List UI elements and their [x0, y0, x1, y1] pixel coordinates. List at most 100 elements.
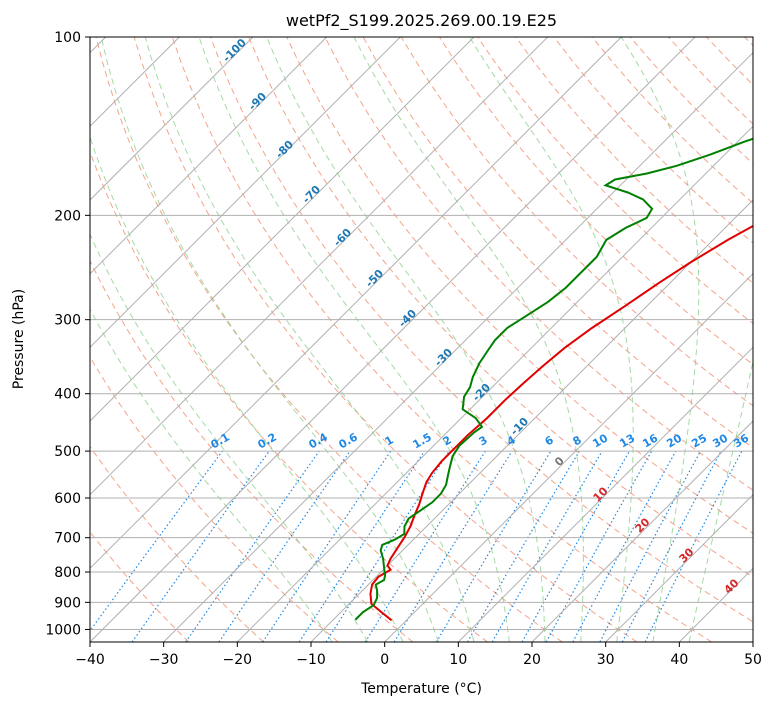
y-tick-label: 700 — [54, 531, 81, 547]
x-tick-label: 10 — [449, 652, 467, 668]
dry-adiabat-label: -70 — [300, 183, 323, 206]
dry-adiabat-label: -40 — [396, 307, 419, 330]
isotherm — [90, 37, 328, 275]
isotherm — [90, 37, 475, 422]
dry-adiabat — [210, 37, 753, 623]
x-tick-label: 0 — [380, 652, 389, 668]
mixing-ratio-line — [572, 450, 677, 642]
x-tick-label: 40 — [670, 652, 688, 668]
y-axis-label: Pressure (hPa) — [11, 289, 27, 389]
dry-adiabat — [324, 37, 753, 491]
moist-adiabat — [100, 37, 439, 642]
y-tick-label: 500 — [54, 444, 81, 460]
dry-adiabat-label: -30 — [432, 346, 455, 369]
moist-adiabat-label: 10 — [591, 484, 611, 504]
moist-adiabat — [90, 233, 369, 642]
mixing-ratio-line — [435, 450, 552, 642]
dry-adiabat-label: -100 — [220, 36, 249, 65]
moist-adiabat-label: 30 — [677, 545, 697, 565]
dry-adiabat — [90, 356, 339, 642]
dry-adiabat — [95, 37, 563, 642]
y-tick-label: 1000 — [45, 622, 81, 638]
dry-adiabat — [515, 37, 753, 284]
mixing-ratio-line — [393, 450, 513, 642]
chart-title: wetPf2_S199.2025.269.00.19.E25 — [286, 11, 557, 31]
dry-adiabat-label: -50 — [363, 267, 386, 290]
mixing-ratio-label: 20 — [664, 431, 684, 450]
moist-adiabat — [90, 308, 333, 642]
isotherm — [678, 567, 753, 642]
dry-adiabat — [248, 37, 753, 578]
moist-adiabat — [469, 37, 634, 642]
mixing-ratio-label: 2 — [441, 433, 454, 448]
isotherm — [384, 272, 753, 642]
y-tick-label: 200 — [54, 208, 81, 224]
dry-adiabat-label: -80 — [273, 138, 296, 161]
isotherm — [752, 641, 753, 642]
mixing-ratio-label: 13 — [617, 432, 637, 451]
mixing-ratio-line — [521, 450, 631, 642]
isotherm — [90, 37, 696, 642]
moist-adiabat — [266, 37, 546, 642]
mixing-ratio-line — [131, 450, 270, 642]
mixing-ratio-label: 36 — [731, 431, 751, 450]
moist-adiabat — [198, 37, 510, 642]
dry-adiabat — [90, 150, 488, 642]
dry-adiabat — [553, 37, 753, 244]
temperature-profile — [369, 224, 753, 622]
mixing-ratio-line — [90, 450, 223, 632]
y-tick-label: 400 — [54, 387, 81, 403]
x-tick-label: −20 — [223, 652, 253, 668]
isotherm — [457, 346, 753, 642]
mixing-ratio-line — [218, 450, 351, 642]
dry-adiabat — [90, 531, 190, 642]
mixing-ratio-label: 16 — [640, 431, 660, 450]
mixing-ratio-label: 10 — [590, 431, 610, 450]
isotherm — [605, 493, 753, 642]
x-tick-label: −40 — [75, 652, 105, 668]
mixing-ratio-label: 1 — [383, 433, 396, 448]
dry-adiabat — [133, 37, 638, 642]
mixing-ratio-label: 8 — [571, 433, 584, 448]
mixing-ratio-line — [262, 450, 392, 642]
moist-adiabat — [620, 37, 700, 642]
mixing-ratio-label: 3 — [477, 433, 490, 448]
isotherm — [531, 420, 753, 642]
mixing-ratio-line — [298, 450, 425, 642]
isotherm — [310, 199, 753, 642]
dry-adiabat — [171, 37, 712, 642]
y-tick-label: 900 — [54, 595, 81, 611]
mixing-ratio-label: 30 — [710, 431, 730, 450]
x-axis-label: Temperature (°C) — [360, 681, 482, 697]
mixing-ratio-line — [325, 450, 450, 642]
moist-adiabat — [353, 37, 584, 642]
mixing-ratio-line — [545, 450, 653, 642]
x-tick-label: 20 — [523, 652, 541, 668]
x-tick-label: −30 — [149, 652, 179, 668]
dry-adiabat — [90, 445, 264, 642]
x-tick-label: 30 — [597, 652, 615, 668]
moist-adiabat-label: 20 — [633, 515, 653, 535]
dewpoint-profile — [354, 137, 753, 621]
dry-adiabat — [706, 37, 753, 86]
y-tick-label: 300 — [54, 313, 81, 329]
y-tick-label: 100 — [54, 30, 81, 46]
isotherm — [90, 37, 622, 570]
dry-adiabat-label: -60 — [331, 226, 354, 249]
plot-frame — [89, 36, 754, 643]
moist-adiabat — [90, 135, 404, 642]
isotherm — [90, 37, 549, 496]
x-tick-label: 50 — [744, 652, 762, 668]
mixing-ratio-line — [644, 450, 743, 642]
isotherm — [90, 37, 401, 349]
isotherm — [236, 125, 753, 642]
moist-adiabat — [144, 37, 475, 642]
dry-adiabat — [286, 37, 753, 534]
dry-adiabat — [90, 259, 414, 642]
mixing-ratio-label: 6 — [543, 433, 556, 448]
dry-adiabat-label: -20 — [470, 381, 493, 404]
dry-adiabat-label: -90 — [246, 90, 269, 113]
x-tick-label: −10 — [296, 652, 326, 668]
